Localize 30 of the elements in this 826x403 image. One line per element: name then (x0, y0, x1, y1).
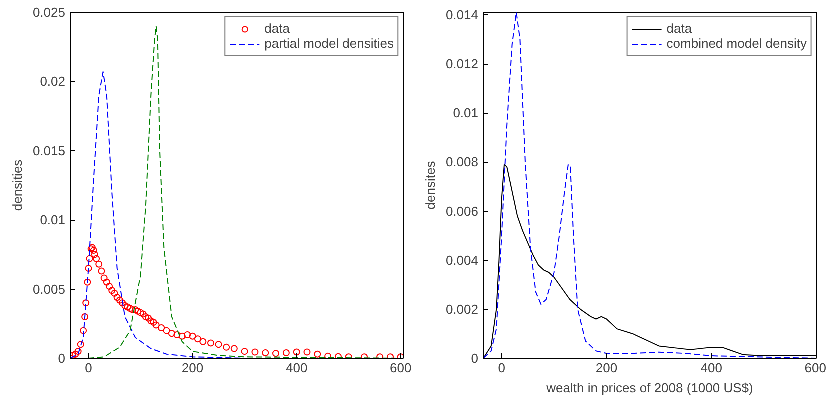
y-axis-title: densities (10, 159, 25, 212)
x-tick-label: 600 (804, 360, 826, 376)
y-tick-label: 0.012 (446, 56, 479, 72)
x-tick-label: 600 (390, 360, 412, 376)
y-tick-label: 0.006 (446, 204, 479, 219)
x-tick-label: 0 (498, 360, 506, 376)
legend-label: data (264, 21, 290, 36)
x-tick-label: 400 (700, 360, 722, 376)
legend-label: data (666, 21, 692, 36)
y-tick-label: 0.014 (446, 7, 479, 22)
y-tick-label: 0.02 (40, 74, 66, 90)
x-tick-label: 200 (182, 360, 204, 376)
line-series (484, 12, 816, 358)
y-tick-label: 0.01 (453, 106, 479, 121)
y-tick-label: 0 (58, 351, 66, 366)
x-tick-label: 400 (286, 360, 308, 376)
legend-label: partial model densities (264, 36, 394, 51)
y-tick-label: 0.008 (446, 154, 479, 170)
y-tick-label: 0.01 (40, 212, 66, 228)
y-axis-title: densites (422, 160, 438, 210)
y-tick-label: 0.015 (32, 143, 66, 158)
x-tick-label: 0 (85, 360, 92, 376)
y-tick-label: 0.025 (32, 5, 66, 20)
y-tick-label: 0.002 (446, 302, 479, 317)
y-tick-label: 0.004 (446, 252, 479, 268)
x-axis-title: wealth in prices of 2008 (1000 US$) (546, 380, 754, 396)
y-tick-label: 0.005 (32, 282, 66, 297)
y-tick-label: 0 (471, 351, 479, 366)
legend-label: combined model density (666, 36, 807, 51)
x-tick-label: 200 (596, 360, 618, 376)
